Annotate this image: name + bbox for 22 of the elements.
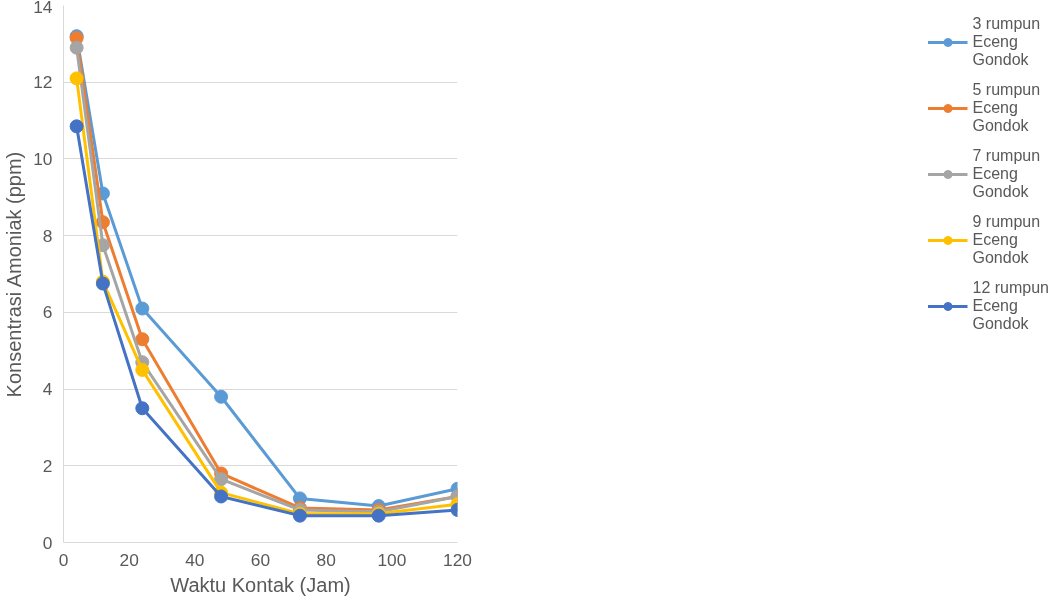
y-tick-label: 14 — [33, 0, 53, 17]
y-tick-label: 6 — [42, 302, 53, 323]
y-tick-label: 12 — [33, 72, 53, 93]
legend-label: 5 rumpun Eceng Gondok — [972, 81, 1041, 135]
y-tick-label: 0 — [42, 532, 53, 553]
legend-label: 3 rumpun Eceng Gondok — [972, 15, 1041, 69]
x-axis-title: Waktu Kontak (Jam) — [170, 573, 351, 596]
x-tick-label: 120 — [443, 549, 472, 570]
legend-label: 7 rumpun Eceng Gondok — [972, 147, 1041, 201]
y-axis-title: Konsentrasi Amoniak (ppm) — [3, 151, 26, 398]
y-tick-label: 2 — [42, 455, 53, 476]
x-tick-label: 20 — [119, 549, 139, 570]
y-tick-label: 4 — [42, 379, 53, 400]
legend-label: 9 rumpun Eceng Gondok — [972, 213, 1041, 267]
x-tick-label: 60 — [250, 549, 271, 570]
x-tick-label: 80 — [316, 549, 336, 570]
x-tick-label: 40 — [185, 549, 205, 570]
x-tick-label: 0 — [58, 549, 69, 570]
y-tick-label: 10 — [33, 148, 53, 169]
legend-label: 12 rumpun Eceng Gondok — [972, 279, 1049, 333]
x-tick-label: 100 — [377, 549, 407, 570]
y-tick-label: 8 — [42, 225, 53, 246]
